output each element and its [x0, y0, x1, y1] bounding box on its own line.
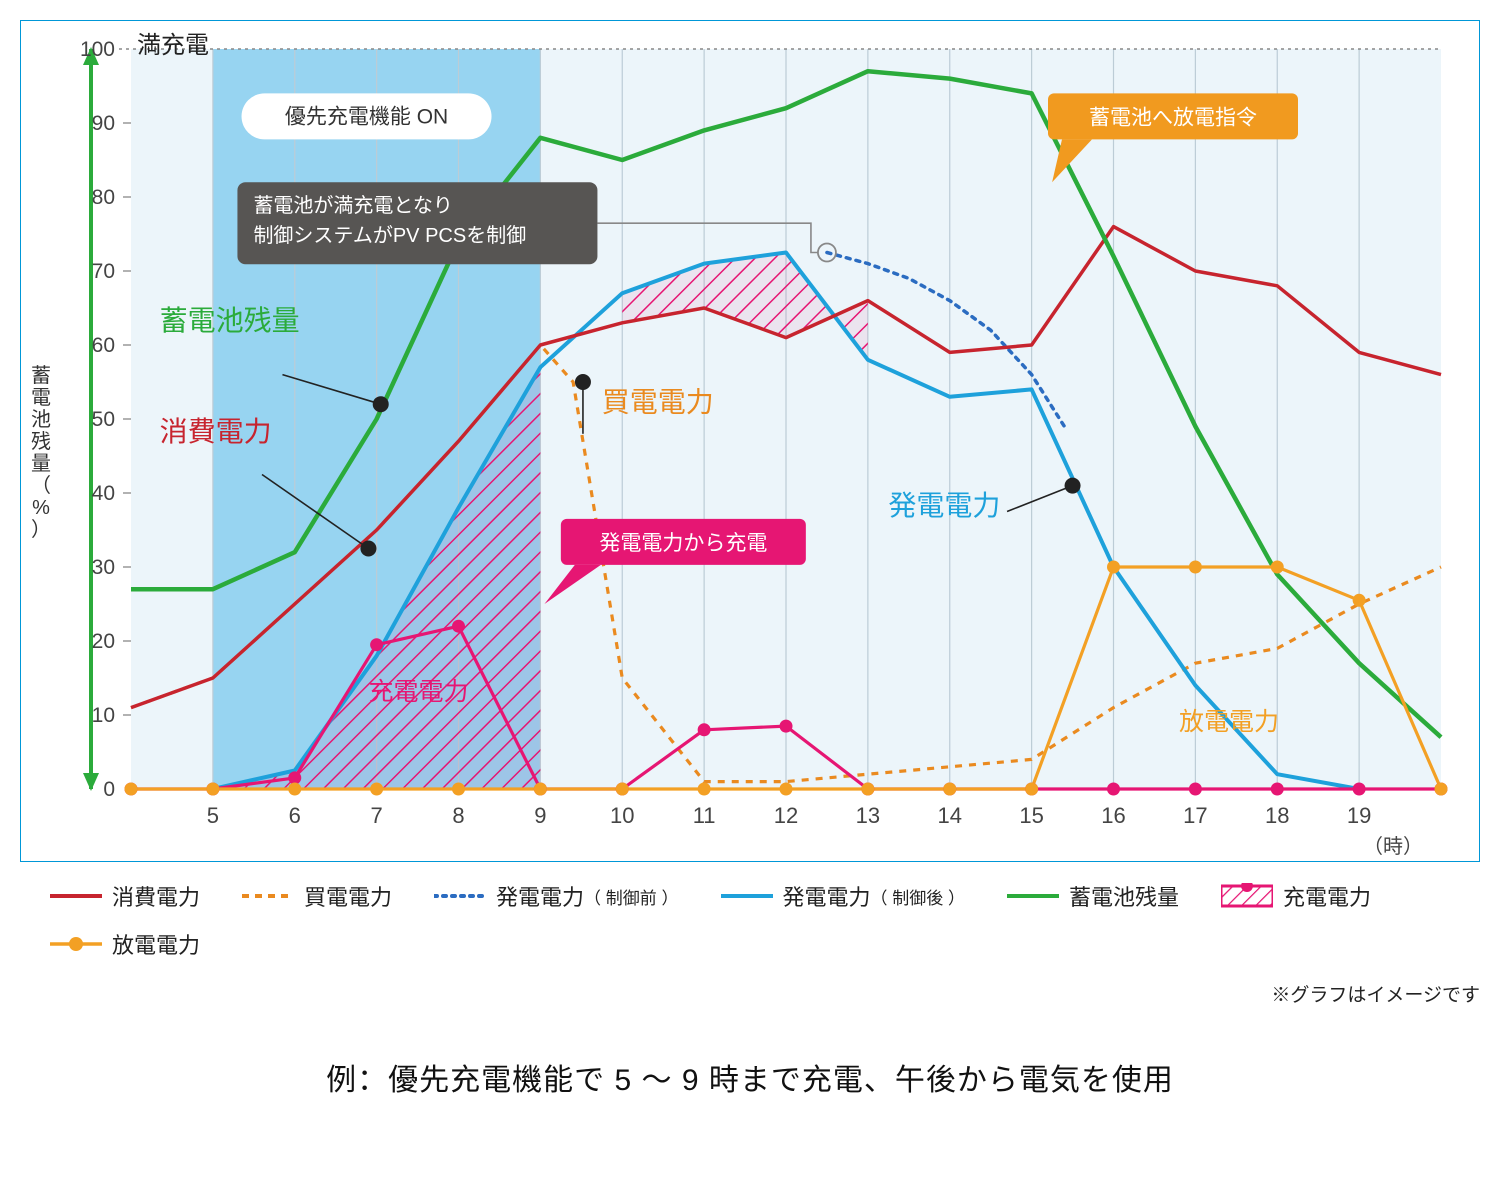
chart-container: 0 10 20 30 40 50 60 70 80 90 100 5 6 7 8 9 10 11 12 13 14 15 1… [20, 20, 1480, 862]
svg-text:電: 電 [31, 387, 51, 409]
svg-text:60: 60 [92, 334, 115, 357]
svg-text:充電電力: 充電電力 [368, 678, 468, 706]
svg-text:優先充電機能 ON: 優先充電機能 ON [285, 105, 448, 128]
svg-text:発電電力: 発電電力 [888, 490, 1000, 521]
svg-text:14: 14 [938, 803, 962, 828]
svg-text:）: ） [31, 518, 51, 541]
svg-text:発電電力から充電: 発電電力から充電 [599, 532, 767, 555]
svg-text:（時）: （時） [1363, 835, 1423, 858]
legend-item: 消費電力 [50, 880, 200, 912]
svg-text:70: 70 [92, 260, 115, 283]
energy-chart: 0 10 20 30 40 50 60 70 80 90 100 5 6 7 8 9 10 11 12 13 14 15 1… [21, 21, 1481, 861]
chart-caption: 例：優先充電機能で 5 〜 9 時まで充電、午後から電気を使用 [20, 1055, 1480, 1099]
svg-text:11: 11 [693, 803, 716, 828]
svg-text:制御システムがPV PCSを制御: 制御システムがPV PCSを制御 [253, 224, 526, 247]
svg-text:80: 80 [92, 186, 115, 209]
svg-text:買電電力: 買電電力 [602, 387, 714, 418]
svg-text:蓄電池残量: 蓄電池残量 [160, 305, 300, 336]
svg-text:7: 7 [371, 803, 383, 828]
svg-text:蓄電池が満充電となり: 蓄電池が満充電となり [253, 194, 452, 217]
svg-text:19: 19 [1347, 803, 1371, 828]
legend-item: 買電電力 [242, 880, 392, 912]
legend-item: 発電電力 （ 制御後 ） [721, 880, 965, 912]
chart-note: ※グラフはイメージです [20, 980, 1480, 1007]
svg-text:量: 量 [31, 453, 51, 475]
svg-text:12: 12 [774, 803, 798, 828]
legend-item: 蓄電池残量 [1007, 880, 1179, 912]
svg-text:10: 10 [610, 803, 634, 828]
legend: 消費電力 買電電力 発電電力 （ 制御前 ） 発電電力 （ 制御後 ） 蓄電池残量 充電電… [20, 862, 1480, 984]
svg-text:6: 6 [289, 803, 301, 828]
svg-text:放電電力: 放電電力 [1179, 708, 1279, 736]
svg-text:15: 15 [1019, 803, 1043, 828]
svg-text:残: 残 [31, 430, 51, 453]
svg-text:池: 池 [31, 408, 51, 431]
svg-text:40: 40 [92, 482, 115, 505]
svg-text:18: 18 [1265, 803, 1289, 828]
svg-text:（: （ [31, 474, 51, 497]
legend-item: 放電電力 [50, 928, 200, 960]
svg-text:10: 10 [92, 704, 115, 727]
svg-text:蓄電池へ放電指令: 蓄電池へ放電指令 [1089, 106, 1257, 129]
svg-text:30: 30 [92, 556, 115, 579]
svg-text:13: 13 [856, 803, 880, 828]
svg-text:20: 20 [92, 630, 115, 653]
svg-text:90: 90 [92, 112, 115, 135]
legend-item: 充電電力 [1221, 880, 1371, 912]
svg-text:100: 100 [80, 38, 115, 61]
svg-text:0: 0 [103, 778, 115, 801]
svg-text:満充電: 満充電 [137, 32, 209, 59]
svg-text:50: 50 [92, 408, 115, 431]
svg-text:8: 8 [452, 803, 464, 828]
svg-text:16: 16 [1101, 803, 1125, 828]
svg-text:消費電力: 消費電力 [160, 416, 272, 447]
svg-text:5: 5 [207, 803, 219, 828]
svg-text:蓄: 蓄 [31, 364, 51, 387]
svg-text:9: 9 [534, 803, 546, 828]
legend-item: 発電電力 （ 制御前 ） [434, 880, 678, 912]
svg-text:%: % [32, 497, 50, 519]
svg-text:17: 17 [1183, 803, 1207, 828]
